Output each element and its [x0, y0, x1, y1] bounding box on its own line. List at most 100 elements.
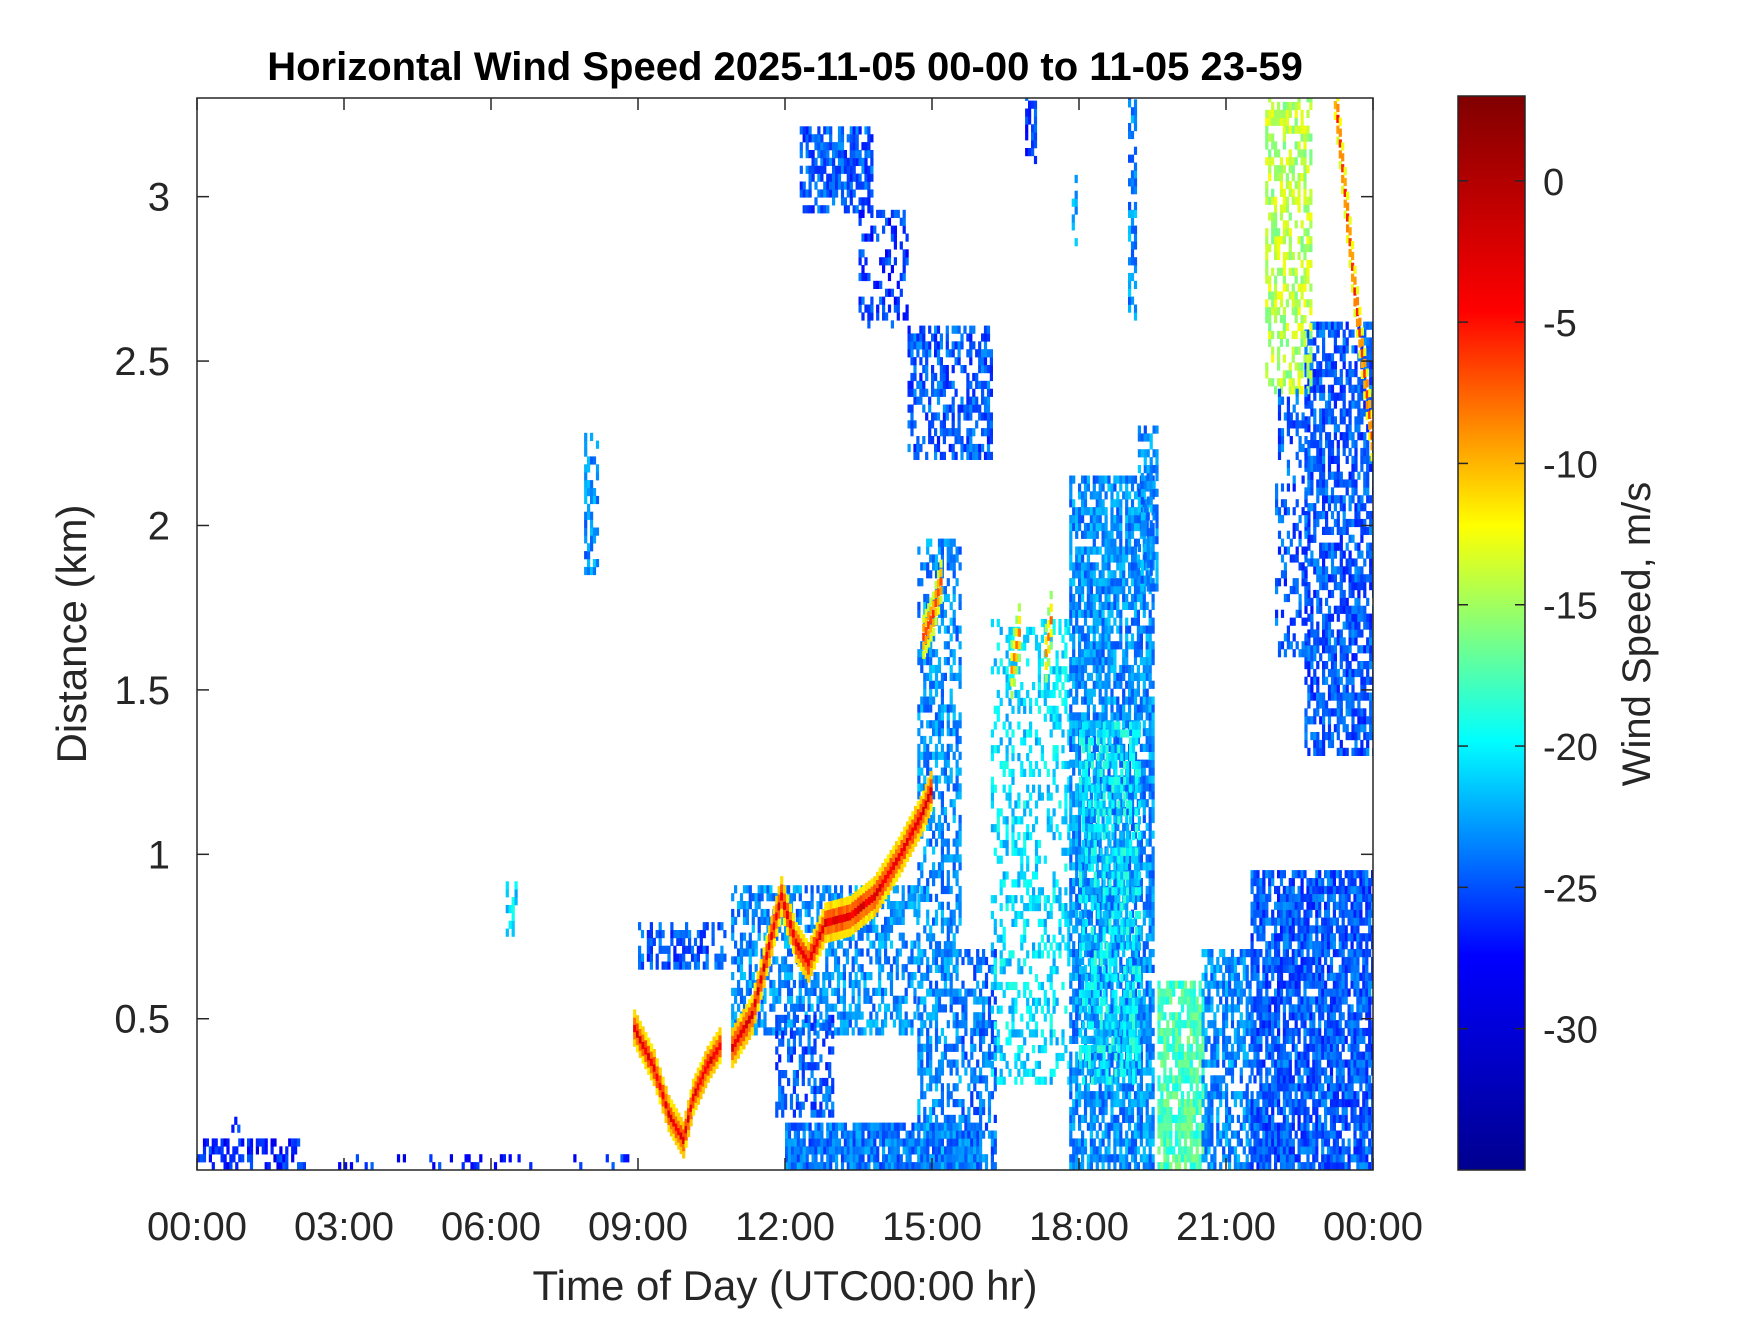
heatmap-cell [1035, 903, 1038, 911]
heatmap-cell [1137, 641, 1140, 649]
heatmap-cell [838, 174, 841, 182]
heatmap-cell [1113, 697, 1116, 705]
heatmap-cell [1075, 1162, 1078, 1170]
heatmap-cell [961, 1052, 964, 1060]
heatmap-cell [1081, 1162, 1084, 1170]
heatmap-cell [979, 1075, 982, 1083]
heatmap-cell [494, 1162, 497, 1170]
heatmap-cell [878, 1027, 881, 1035]
heatmap-cell [861, 1138, 864, 1146]
heatmap-cell [1137, 1020, 1140, 1028]
heatmap-cell [1003, 666, 1006, 674]
heatmap-cell [822, 1110, 825, 1118]
heatmap-cell [1105, 578, 1108, 586]
heatmap-cell [969, 349, 972, 357]
heatmap-cell [923, 1067, 926, 1075]
heatmap-cell [961, 1131, 964, 1139]
heatmap-cell [1047, 682, 1050, 690]
heatmap-cell [1058, 887, 1061, 895]
heatmap-cell [991, 753, 994, 761]
heatmap-cell [1035, 998, 1038, 1006]
heatmap-cell [1090, 720, 1093, 728]
heatmap-cell [902, 885, 905, 893]
heatmap-cell [717, 922, 720, 930]
heatmap-cell [893, 996, 896, 1004]
heatmap-cell [1075, 910, 1078, 918]
heatmap-cell [1053, 714, 1056, 722]
heatmap-cell [969, 428, 972, 436]
heatmap-cell [941, 1004, 944, 1012]
heatmap-cell [1090, 1131, 1093, 1139]
heatmap-cell [1069, 878, 1072, 886]
heatmap-cell [879, 1162, 882, 1170]
heatmap-cell [1072, 823, 1075, 831]
heatmap-cell [812, 205, 815, 213]
heatmap-cell [979, 996, 982, 1004]
heatmap-cell [917, 712, 920, 720]
heatmap-cell [950, 1131, 953, 1139]
heatmap-cell [667, 962, 670, 970]
heatmap-cell [956, 878, 959, 886]
heatmap-cell [688, 930, 691, 938]
heatmap-cell [796, 1015, 799, 1023]
heatmap-cell [946, 373, 949, 381]
heatmap-cell [1035, 864, 1038, 872]
heatmap-cell [1134, 602, 1137, 610]
heatmap-cell [814, 166, 817, 174]
heatmap-cell [847, 134, 850, 142]
heatmap-cell [1090, 1036, 1093, 1044]
heatmap-cell [778, 972, 781, 980]
heatmap-cell [922, 326, 925, 334]
heatmap-cell [1131, 547, 1134, 555]
heatmap-cell [906, 249, 909, 257]
heatmap-cell [1119, 633, 1122, 641]
heatmap-cell [991, 785, 994, 793]
heatmap-cell [1125, 1131, 1128, 1139]
heatmap-cell [910, 357, 913, 365]
heatmap-cell [988, 1012, 991, 1020]
heatmap-cell [929, 539, 932, 547]
heatmap-cell [923, 1123, 926, 1131]
heatmap-cell [1072, 941, 1075, 949]
heatmap-cell [994, 785, 997, 793]
heatmap-cell [247, 1154, 250, 1162]
heatmap-cell [929, 720, 932, 728]
heatmap-cell [884, 941, 887, 949]
heatmap-cell [799, 1031, 802, 1039]
heatmap-cell [1078, 681, 1081, 689]
heatmap-cell [1038, 1045, 1041, 1053]
heatmap-cell [1084, 1138, 1087, 1146]
heatmap-cell [1064, 643, 1067, 651]
heatmap-cell [970, 1075, 973, 1083]
heatmap-cell [1110, 531, 1113, 539]
heatmap-cell [990, 365, 993, 373]
heatmap-cell [1003, 840, 1006, 848]
heatmap-cell [1023, 919, 1026, 927]
heatmap-cell [981, 349, 984, 357]
heatmap-cell [856, 126, 859, 134]
heatmap-cell [806, 126, 809, 134]
heatmap-cell [953, 539, 956, 547]
heatmap-cell [1078, 491, 1081, 499]
heatmap-cell [953, 933, 956, 941]
heatmap-cell [1056, 966, 1059, 974]
heatmap-cell [1107, 610, 1110, 618]
heatmap-cell [1110, 689, 1113, 697]
heatmap-cell [919, 333, 922, 341]
heatmap-cell [787, 988, 790, 996]
heatmap-cell [959, 665, 962, 673]
heatmap-cell [959, 641, 962, 649]
heatmap-cell [884, 925, 887, 933]
heatmap-cell [899, 1012, 902, 1020]
heatmap-cell [947, 1044, 950, 1052]
heatmap-cell [964, 1138, 967, 1146]
heatmap-cell [813, 1110, 816, 1118]
heatmap-cell [1093, 539, 1096, 547]
heatmap-cell [703, 930, 706, 938]
heatmap-cell [1107, 673, 1110, 681]
heatmap-cell [967, 1107, 970, 1115]
heatmap-cell [829, 182, 832, 190]
heatmap-cell [910, 948, 913, 956]
heatmap-cell [1105, 657, 1108, 665]
heatmap-cell [873, 1131, 876, 1139]
